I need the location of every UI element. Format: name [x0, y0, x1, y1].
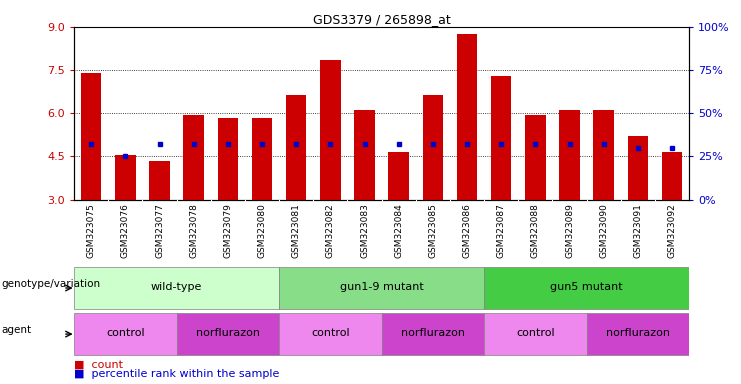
- Text: GSM323086: GSM323086: [462, 203, 471, 258]
- Bar: [525, 115, 545, 200]
- Bar: [252, 118, 272, 200]
- Bar: [422, 94, 443, 200]
- Text: norflurazon: norflurazon: [606, 328, 670, 338]
- Text: GSM323084: GSM323084: [394, 203, 403, 258]
- Text: genotype/variation: genotype/variation: [1, 279, 101, 289]
- Bar: [484, 313, 587, 355]
- Bar: [176, 313, 279, 355]
- Text: ■  percentile rank within the sample: ■ percentile rank within the sample: [74, 369, 279, 379]
- Text: GSM323091: GSM323091: [634, 203, 642, 258]
- Bar: [382, 313, 484, 355]
- Text: GSM323087: GSM323087: [496, 203, 505, 258]
- Bar: [286, 94, 307, 200]
- Text: control: control: [106, 328, 144, 338]
- Bar: [184, 115, 204, 200]
- Bar: [354, 111, 375, 200]
- Text: GSM323088: GSM323088: [531, 203, 540, 258]
- Bar: [115, 155, 136, 200]
- Text: ■  count: ■ count: [74, 360, 123, 370]
- Bar: [587, 313, 689, 355]
- Bar: [74, 267, 279, 309]
- Text: norflurazon: norflurazon: [401, 328, 465, 338]
- Bar: [149, 161, 170, 200]
- Text: gun5 mutant: gun5 mutant: [551, 282, 623, 292]
- Text: GSM323078: GSM323078: [189, 203, 198, 258]
- Text: norflurazon: norflurazon: [196, 328, 260, 338]
- Bar: [320, 60, 341, 200]
- Text: GSM323081: GSM323081: [292, 203, 301, 258]
- Text: GSM323075: GSM323075: [87, 203, 96, 258]
- Text: GSM323092: GSM323092: [668, 203, 677, 258]
- Text: GSM323089: GSM323089: [565, 203, 574, 258]
- Bar: [484, 267, 689, 309]
- Bar: [279, 313, 382, 355]
- Bar: [279, 267, 484, 309]
- Text: gun1-9 mutant: gun1-9 mutant: [339, 282, 424, 292]
- Bar: [491, 76, 511, 200]
- Text: GSM323077: GSM323077: [155, 203, 164, 258]
- Text: GSM323076: GSM323076: [121, 203, 130, 258]
- Bar: [74, 313, 176, 355]
- Bar: [628, 136, 648, 200]
- Text: wild-type: wild-type: [151, 282, 202, 292]
- Bar: [456, 34, 477, 200]
- Text: GSM323082: GSM323082: [326, 203, 335, 258]
- Text: agent: agent: [1, 325, 32, 335]
- Bar: [662, 152, 682, 200]
- Bar: [81, 73, 102, 200]
- Text: control: control: [516, 328, 555, 338]
- Text: GSM323085: GSM323085: [428, 203, 437, 258]
- Bar: [559, 111, 579, 200]
- Text: GSM323083: GSM323083: [360, 203, 369, 258]
- Text: GSM323090: GSM323090: [599, 203, 608, 258]
- Text: GSM323080: GSM323080: [258, 203, 267, 258]
- Text: GSM323079: GSM323079: [223, 203, 233, 258]
- Bar: [594, 111, 614, 200]
- Bar: [388, 152, 409, 200]
- Title: GDS3379 / 265898_at: GDS3379 / 265898_at: [313, 13, 451, 26]
- Text: control: control: [311, 328, 350, 338]
- Bar: [218, 118, 238, 200]
